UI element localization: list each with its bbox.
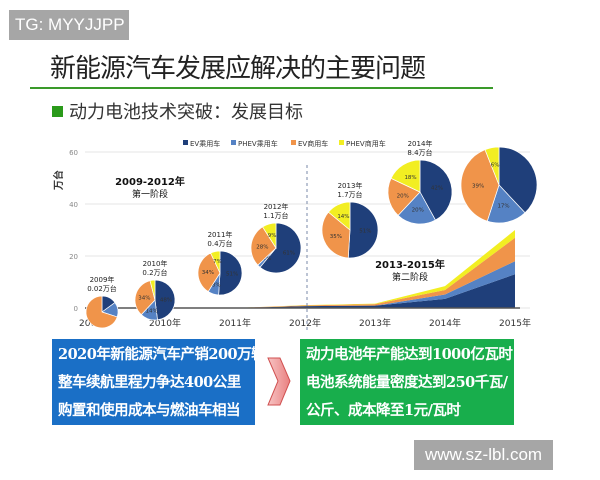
pie-slice <box>387 177 421 216</box>
pie-slice <box>390 159 421 193</box>
subtitle-text: 动力电池技术突破：发展目标 <box>69 102 303 123</box>
pie-slice <box>460 149 500 222</box>
legend-swatch <box>291 140 296 145</box>
pie-slice <box>250 226 277 266</box>
pie-slice-label: 14% <box>145 308 157 314</box>
chevron-right-icon <box>267 357 291 406</box>
pie-slice <box>154 279 176 321</box>
pie-slice-label: 35% <box>330 234 342 240</box>
pie-slice-label: 17% <box>497 203 509 209</box>
y-tick-label: 60 <box>69 149 78 157</box>
x-tick-label: 2011年 <box>219 317 251 329</box>
pie-total-label: 0.4万台 <box>207 239 232 248</box>
phase-title: 2013-2015年 <box>375 258 445 271</box>
pie-slice <box>347 201 379 259</box>
pie-slice <box>498 146 538 214</box>
pie-slice-label: 34% <box>138 295 150 301</box>
pie-year-label: 2011年 <box>208 230 233 239</box>
area-EV商用车 <box>235 237 515 308</box>
pie-slice-label: 7% <box>213 259 222 265</box>
pie-year-label: 2009年 <box>90 275 115 284</box>
target-line: 公斤、成本降至1元/瓦时 <box>306 402 461 419</box>
pie-slice <box>259 222 302 274</box>
pie-year-label: 2012年 <box>264 202 289 211</box>
goal-line: 购置和使用成本与燃油车相当 <box>58 402 241 419</box>
battery-targets-box: 动力电池年产能达到1000亿瓦时 电池系统能量密度达到250千瓦/ 公斤、成本降… <box>300 339 514 425</box>
phase-subtitle: 第二阶段 <box>392 271 428 283</box>
x-tick-label: 2013年 <box>359 317 391 329</box>
page-title: 新能源汽车发展应解决的主要问题 <box>50 54 426 84</box>
pie-slice-label: 34% <box>202 270 214 276</box>
pie-slice-label: 51% <box>226 271 238 277</box>
pie-slice <box>149 279 156 301</box>
pie-slice <box>210 250 221 274</box>
goal-line: 整车续航里程力争达400公里 <box>58 374 241 391</box>
y-tick-label: 40 <box>69 201 78 209</box>
pie-slice <box>397 191 436 225</box>
legend-swatch <box>231 140 236 145</box>
target-line: 电池系统能量密度达到250千瓦/ <box>306 374 508 391</box>
pie-slice-label: 9% <box>268 233 277 239</box>
goal-line: 2020年新能源汽车产销200万辆 <box>58 346 266 363</box>
y-tick-label: 0 <box>74 305 78 313</box>
legend-swatch <box>339 140 344 145</box>
pie-year-label: 2013年 <box>338 181 363 190</box>
pie-year-label: 2014年 <box>408 139 433 148</box>
x-tick-label: 2014年 <box>429 317 461 329</box>
pie-slice-label: 20% <box>397 193 409 199</box>
pie-total-label: 0.02万台 <box>87 284 117 293</box>
area-PHEV乘用车 <box>235 261 515 308</box>
subtitle: 动力电池技术突破：发展目标 <box>52 98 303 124</box>
pie-slice-label: 2% <box>262 256 271 262</box>
pie-total-label: 8.4万台 <box>407 148 432 157</box>
pie-slice <box>134 280 156 316</box>
phase-title: 2009-2012年 <box>115 175 185 188</box>
pie-slice-label: 39% <box>472 184 484 190</box>
bullet-square-icon <box>52 105 63 117</box>
pie-slice-label: 42% <box>431 186 443 192</box>
area-EV乘用车 <box>235 274 515 308</box>
pie-slice-label: 14% <box>337 214 349 220</box>
goals-box: 2020年新能源汽车产销200万辆 整车续航里程力争达400公里 购置和使用成本… <box>52 339 266 425</box>
phase-subtitle: 第一阶段 <box>132 188 168 200</box>
title-divider <box>30 87 493 89</box>
legend-label: PHEV商用车 <box>346 139 386 148</box>
area-PHEV商用车 <box>235 230 515 308</box>
target-line: 动力电池年产能达到1000亿瓦时 <box>306 346 513 363</box>
pie-slice <box>321 211 351 259</box>
pie-slice-label: 48% <box>160 297 172 303</box>
pie-total-label: 1.1万台 <box>263 211 288 220</box>
legend-label: EV商用车 <box>298 139 328 148</box>
x-tick-label: 2012年 <box>289 317 321 329</box>
x-tick-label: 2015年 <box>499 317 531 329</box>
pie-slice <box>197 252 221 293</box>
pie-slice-label: 8% <box>212 283 221 289</box>
y-axis-label: 万台 <box>52 170 65 191</box>
pie-slice <box>262 222 277 250</box>
pie-year-label: 2010年 <box>143 259 168 268</box>
pie-slice <box>218 250 243 296</box>
legend-swatch <box>183 140 188 145</box>
pie-slice <box>327 201 351 231</box>
pie-slice-label: 28% <box>256 244 268 250</box>
pie-slice-label: 18% <box>404 175 416 181</box>
pie-total-label: 1.7万台 <box>337 190 362 199</box>
legend-label: EV乘用车 <box>190 139 220 148</box>
chart: 0 20 40 60 万台 2009年 2010年 2011年 2012年 2013年 2014年 2… <box>52 139 538 330</box>
pie-slice-label: 20% <box>412 207 424 213</box>
legend-label: PHEV乘用车 <box>238 139 278 148</box>
watermark-bottom: www.sz-lbl.com <box>414 440 553 470</box>
pie-slice <box>419 159 453 221</box>
pie-slice-label: 61% <box>283 251 295 257</box>
pie-slice-label: 6% <box>491 162 500 168</box>
pie-slice <box>484 146 500 186</box>
pie-slice <box>85 295 118 329</box>
watermark-top: TG: MYYJJPP <box>9 10 129 40</box>
pie-slice-label: 51% <box>359 228 371 234</box>
y-tick-label: 20 <box>69 253 78 261</box>
pie-total-label: 0.2万台 <box>142 268 167 277</box>
